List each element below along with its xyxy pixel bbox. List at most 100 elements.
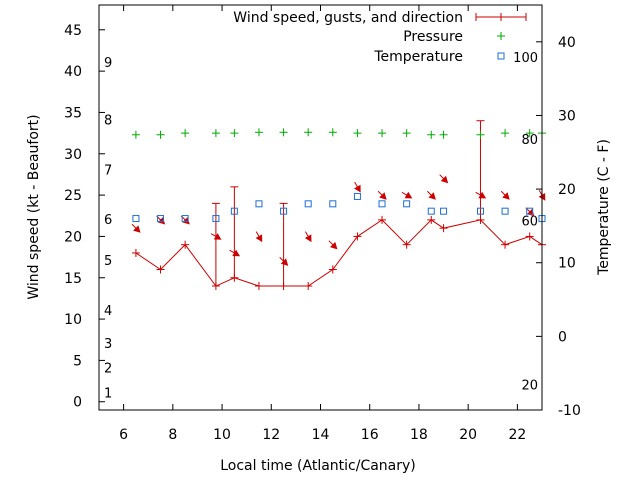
temperature-point [353, 192, 361, 200]
temperature-point [403, 200, 411, 208]
y-right-tick-label: 10 [558, 256, 576, 272]
wind-direction-arrow [304, 231, 312, 243]
temperature-point [476, 207, 484, 215]
legend-swatch-wind [475, 13, 527, 21]
y-left-tick-label: 15 [64, 271, 82, 287]
wind-direction-arrow [255, 231, 263, 243]
pressure-point [439, 130, 448, 139]
x-tick-label: 18 [410, 427, 428, 443]
pressure-point [211, 129, 220, 138]
temperature-point [378, 200, 386, 208]
temperature-point [212, 215, 220, 223]
pressure-point [427, 130, 436, 139]
temperature-point [427, 207, 435, 215]
beaufort-label: 9 [104, 56, 112, 71]
wind-direction-arrow [328, 240, 338, 250]
y-right-tick-label: 40 [558, 35, 576, 51]
x-tick-label: 20 [459, 427, 477, 443]
wind-speed-point [427, 215, 436, 224]
pressure-point [353, 129, 362, 138]
wind-gust-bar [230, 186, 239, 278]
temperature-point [230, 207, 238, 215]
wind-speed-point [501, 240, 510, 249]
wind-gust-bar [211, 202, 220, 287]
x-axis-label: Local time (Atlantic/Canary) [220, 458, 416, 474]
pressure-point [156, 130, 165, 139]
beaufort-label: 4 [104, 304, 112, 319]
temperature-point [157, 215, 165, 223]
temperature-point [501, 207, 509, 215]
temperature-point [329, 200, 337, 208]
fahrenheit-scale-labels: 20 60 80 100 [513, 51, 538, 394]
beaufort-label: 1 [104, 386, 112, 401]
wind-speed-point [378, 215, 387, 224]
series-layer [131, 120, 546, 291]
pressure-point [476, 130, 485, 139]
beaufort-scale-labels: 1 2 3 4 5 6 7 8 9 [104, 56, 112, 402]
plot-frame [98, 4, 543, 411]
y-axis-right-label: Temperature (C - F) [596, 139, 612, 276]
temperature-point [181, 215, 189, 223]
legend-swatch-temperature [497, 52, 505, 60]
legend-label-wind: Wind speed, gusts, and direction [233, 10, 463, 26]
pressure-point [525, 129, 534, 138]
wind-speed-point [353, 232, 362, 241]
wind-direction-arrow [279, 256, 289, 266]
wind-direction-arrow [210, 233, 222, 240]
legend-label-temperature: Temperature [373, 49, 463, 65]
beaufort-label: 7 [104, 163, 112, 178]
y-left-tick-label: 30 [64, 147, 82, 163]
x-tick-label: 8 [168, 427, 177, 443]
beaufort-label: 6 [104, 213, 112, 228]
wind-direction-arrow [427, 190, 436, 200]
fahrenheit-label: 60 [521, 214, 538, 229]
y-left-tick-label: 5 [73, 353, 82, 369]
wind-direction-arrow [131, 223, 141, 233]
wind-direction-arrow [377, 190, 387, 200]
x-tick-label: 10 [213, 427, 231, 443]
right-axis-tick-labels: -10 0 10 20 30 40 [558, 35, 581, 419]
pressure-point [279, 128, 288, 137]
pressure-point [501, 129, 510, 138]
pressure-point [328, 128, 337, 137]
temperature-point [526, 207, 534, 215]
legend: Wind speed, gusts, and direction Pressur… [233, 10, 527, 65]
wind-speed-point [304, 282, 313, 291]
wind-speed-point [181, 240, 190, 249]
x-tick-label: 16 [361, 427, 379, 443]
beaufort-label: 2 [104, 362, 112, 377]
y-left-tick-label: 35 [64, 105, 82, 121]
wind-speed-line [135, 219, 543, 287]
wind-speed-point [131, 248, 140, 257]
wind-direction-arrow [439, 174, 449, 184]
pressure-point [181, 129, 190, 138]
x-tick-label: 22 [508, 427, 526, 443]
y-left-tick-label: 25 [64, 188, 82, 204]
wind-speed-point [439, 224, 448, 233]
pressure-point [131, 130, 140, 139]
wind-direction-arrow [401, 191, 413, 199]
wind-direction-arrow [500, 190, 510, 200]
y-right-tick-label: -10 [558, 403, 581, 419]
y-left-tick-label: 10 [64, 312, 82, 328]
pressure-point [254, 128, 263, 137]
x-tick-label: 6 [119, 427, 128, 443]
wind-speed-point [254, 282, 263, 291]
beaufort-label: 3 [104, 337, 112, 352]
fahrenheit-label: 100 [513, 51, 538, 66]
x-tick-label: 14 [312, 427, 330, 443]
beaufort-label: 8 [104, 114, 112, 129]
pressure-point [378, 129, 387, 138]
y-left-tick-label: 20 [64, 229, 82, 245]
wind-speed-point [525, 232, 534, 241]
y-left-tick-label: 0 [73, 395, 82, 411]
y-right-tick-label: 20 [558, 182, 576, 198]
pressure-point [402, 129, 411, 138]
y-right-tick-label: 30 [558, 108, 576, 124]
wind-direction-arrow [475, 191, 487, 199]
temperature-point [440, 207, 448, 215]
y-axis-left-label: Wind speed (kt - Beaufort) [26, 114, 42, 299]
y-right-tick-label: 0 [558, 329, 567, 345]
temperature-point [280, 207, 288, 215]
